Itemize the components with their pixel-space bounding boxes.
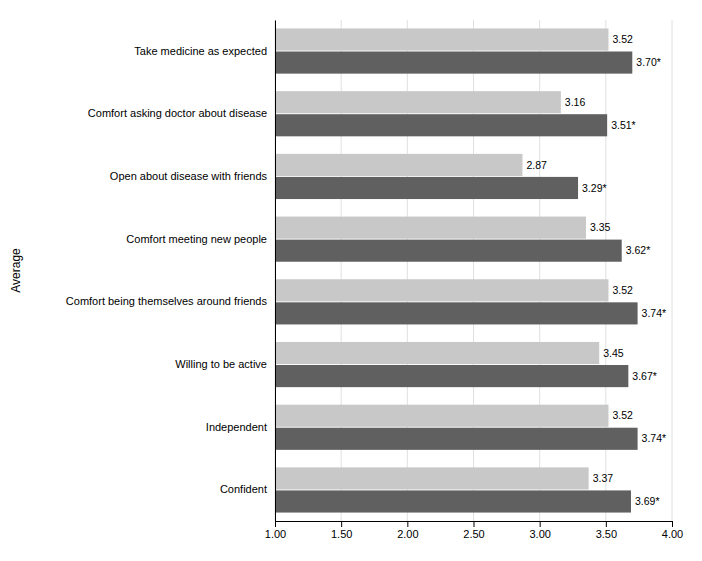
data-label: 3.62* (626, 244, 651, 256)
tick: 1.50 (331, 521, 352, 540)
plot: 3.52 3.16 2.87 3.35 3.52 3.45 3.52 3.37 3.70* 3.5… (66, 20, 683, 540)
tick-mark (474, 521, 475, 527)
tick-label: Take medicine as expected (134, 45, 267, 57)
tick-label: 1.50 (331, 528, 352, 540)
tick-mark (606, 521, 607, 527)
bar (275, 177, 578, 199)
chart: 3.52 3.16 2.87 3.35 3.52 3.45 3.52 3.37 3.70* 3.5… (0, 0, 702, 561)
bar (275, 467, 589, 489)
tick: 3.00 (529, 521, 550, 540)
bar (275, 490, 631, 512)
bars (275, 28, 638, 512)
bar (275, 240, 622, 262)
grid (275, 20, 672, 521)
tick-label: 1.00 (265, 528, 286, 540)
tick-mark (275, 521, 276, 527)
axis-line (275, 21, 276, 522)
bar (275, 302, 638, 324)
tick: 2.00 (397, 521, 418, 540)
y-axis-title: Average (9, 248, 23, 293)
tick-label: Independent (206, 421, 267, 433)
data-label: 3.67* (632, 370, 657, 382)
grid-line (672, 20, 673, 521)
tick: 1.00 (265, 521, 286, 540)
data-label: 3.70* (636, 56, 661, 68)
tick-label: 3.00 (529, 528, 550, 540)
bar (275, 51, 632, 73)
tick-label: 4.00 (662, 528, 683, 540)
tick-label: Comfort asking doctor about disease (88, 107, 267, 119)
tick-mark (341, 521, 342, 527)
bar (275, 28, 608, 50)
grid-line (275, 20, 276, 521)
bar (275, 217, 586, 239)
bar (275, 405, 608, 427)
bar (275, 428, 638, 450)
tick: 4.00 (662, 521, 683, 540)
tick: Open about disease with friends (110, 170, 275, 182)
tick-label: 2.00 (397, 528, 418, 540)
tick-mark (540, 521, 541, 527)
bar (275, 114, 607, 136)
tick: 3.50 (596, 521, 617, 540)
tick-label: Comfort meeting new people (126, 233, 267, 245)
data-label: 3.29* (582, 182, 607, 194)
data-label: 2.87 (526, 159, 547, 171)
tick-label: Open about disease with friends (110, 170, 268, 182)
tick-mark (407, 521, 408, 527)
data-label: 3.37 (593, 472, 614, 484)
tick-label: 3.50 (596, 528, 617, 540)
tick-label: Willing to be active (175, 358, 267, 370)
bar (275, 342, 599, 364)
data-label: 3.74* (642, 432, 667, 444)
bar (275, 91, 561, 113)
bar (275, 365, 628, 387)
tick: Confident (220, 483, 275, 495)
data-label: 3.69* (635, 495, 660, 507)
data-label: 3.16 (565, 96, 586, 108)
data-label: 3.52 (612, 409, 633, 421)
y-axis: Take medicine as expected Comfort asking … (66, 21, 276, 522)
tick-label: 2.50 (463, 528, 484, 540)
data-label: 3.35 (590, 221, 611, 233)
tick: Comfort asking doctor about disease (88, 107, 275, 119)
data-label: 3.45 (603, 347, 624, 359)
data-labels: 3.52 3.16 2.87 3.35 3.52 3.45 3.52 3.37 3.70* 3.5… (526, 33, 666, 507)
axis-line (276, 522, 673, 528)
tick: Comfort being themselves around friends (66, 295, 275, 307)
data-label: 3.74* (642, 307, 667, 319)
tick: Willing to be active (175, 358, 275, 370)
tick-label: Confident (220, 483, 267, 495)
tick-label: Comfort being themselves around friends (66, 295, 268, 307)
data-label: 3.52 (612, 284, 633, 296)
x-axis: 1.00 1.50 2.00 2.50 3.00 3.50 4.00 (265, 521, 683, 540)
tick: Comfort meeting new people (126, 233, 275, 245)
data-label: 3.51* (611, 119, 636, 131)
data-label: 3.52 (612, 33, 633, 45)
bar (275, 154, 522, 176)
tick: Independent (206, 421, 275, 433)
tick-mark (672, 521, 673, 527)
tick: Take medicine as expected (134, 45, 275, 57)
bar (275, 279, 608, 301)
tick: 2.50 (463, 521, 484, 540)
